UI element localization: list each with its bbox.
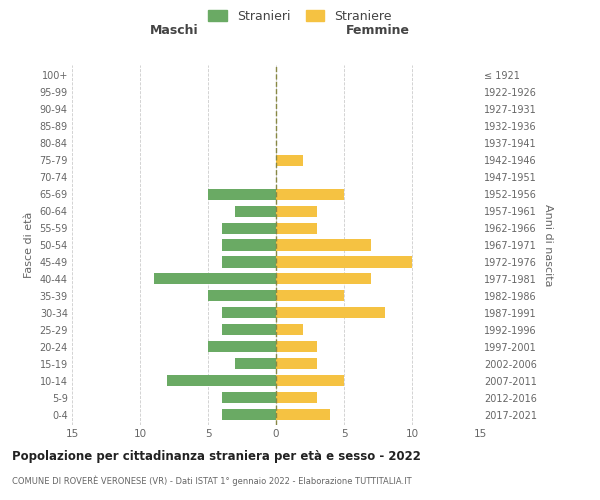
Bar bbox=[221, 392, 276, 404]
Bar bbox=[276, 308, 385, 318]
Text: COMUNE DI ROVERÈ VERONESE (VR) - Dati ISTAT 1° gennaio 2022 - Elaborazione TUTTI: COMUNE DI ROVERÈ VERONESE (VR) - Dati IS… bbox=[12, 475, 412, 486]
Bar bbox=[276, 342, 317, 352]
Bar bbox=[276, 240, 371, 250]
Text: Maschi: Maschi bbox=[149, 24, 199, 38]
Legend: Stranieri, Straniere: Stranieri, Straniere bbox=[205, 6, 395, 26]
Bar bbox=[276, 256, 412, 268]
Bar bbox=[154, 274, 276, 284]
Bar bbox=[208, 342, 276, 352]
Text: Femmine: Femmine bbox=[346, 24, 410, 38]
Bar bbox=[276, 392, 317, 404]
Bar bbox=[167, 376, 276, 386]
Bar bbox=[276, 206, 317, 216]
Bar bbox=[276, 188, 344, 200]
Bar bbox=[276, 376, 344, 386]
Bar bbox=[208, 290, 276, 302]
Bar bbox=[276, 410, 331, 420]
Y-axis label: Anni di nascita: Anni di nascita bbox=[543, 204, 553, 286]
Bar bbox=[221, 410, 276, 420]
Bar bbox=[221, 222, 276, 234]
Bar bbox=[276, 290, 344, 302]
Bar bbox=[276, 222, 317, 234]
Y-axis label: Fasce di età: Fasce di età bbox=[24, 212, 34, 278]
Bar bbox=[221, 308, 276, 318]
Bar bbox=[221, 324, 276, 336]
Bar bbox=[235, 358, 276, 370]
Bar bbox=[235, 206, 276, 216]
Bar bbox=[276, 324, 303, 336]
Bar bbox=[221, 240, 276, 250]
Bar bbox=[221, 256, 276, 268]
Bar bbox=[208, 188, 276, 200]
Text: Popolazione per cittadinanza straniera per età e sesso - 2022: Popolazione per cittadinanza straniera p… bbox=[12, 450, 421, 463]
Bar bbox=[276, 274, 371, 284]
Bar bbox=[276, 154, 303, 166]
Bar bbox=[276, 358, 317, 370]
